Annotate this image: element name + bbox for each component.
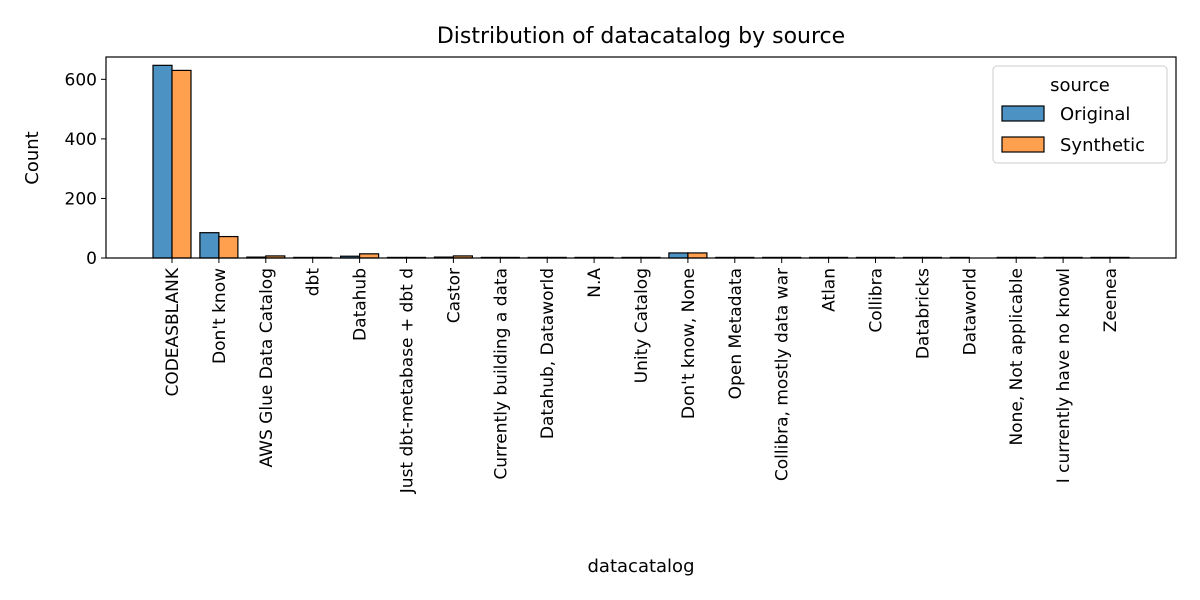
y-tick-label: 0 [86, 249, 97, 269]
x-tick-label: Currently building a data [491, 268, 511, 480]
x-tick-label: CODEASBLANK [163, 267, 183, 396]
legend-title: source [1050, 75, 1110, 96]
bar-synthetic-0 [171, 69, 192, 259]
bar-original-11 [668, 252, 689, 259]
y-tick-label: 400 [65, 130, 97, 150]
legend: source Original Synthetic [992, 65, 1168, 164]
x-tick-label: Collibra [867, 268, 887, 333]
x-tick-label: None, Not applicable [1007, 268, 1027, 446]
bar-original-0 [152, 64, 173, 259]
legend-swatch-synthetic [1001, 136, 1045, 153]
x-tick-label: Don't know, None [679, 268, 699, 419]
plot-area [152, 64, 1130, 259]
x-tick-label: Zeenea [1101, 268, 1121, 332]
y-tick-label: 600 [65, 70, 97, 90]
x-tick-label: N.A [585, 268, 605, 298]
x-axis-label: datacatalog [588, 556, 695, 577]
x-tick-label: Atlan [820, 268, 840, 312]
x-tick-label: dbt [304, 268, 324, 297]
x-tick-label: Collibra, mostly data war [773, 268, 793, 481]
chart-title: Distribution of datacatalog by source [437, 24, 845, 49]
x-tick-label: Just dbt-metabase + dbt d [398, 268, 418, 494]
x-tick-label: Datahub, Dataworld [538, 268, 558, 439]
x-tick-label: Datahub [351, 268, 371, 341]
y-axis-label: Count [22, 131, 43, 184]
bar-original-1 [199, 232, 220, 259]
x-tick-label: Unity Catalog [632, 268, 652, 383]
legend-label-original: Original [1060, 104, 1130, 125]
x-tick-label: Databricks [913, 268, 933, 359]
bar-synthetic-4 [359, 253, 380, 259]
x-tick-label: Castor [444, 268, 464, 323]
legend-swatch-original [1001, 105, 1045, 122]
y-tick-label: 200 [65, 189, 97, 209]
bar-synthetic-1 [218, 235, 239, 259]
bar-synthetic-11 [687, 252, 708, 259]
legend-label-synthetic: Synthetic [1060, 135, 1145, 156]
x-tick-label: Open Metadata [726, 268, 746, 399]
x-tick-label: Dataworld [960, 268, 980, 355]
x-tick-label: AWS Glue Data Catalog [257, 268, 277, 468]
x-tick-label: I currently have no knowl [1054, 268, 1074, 483]
x-tick-label: Don't know [210, 268, 230, 364]
